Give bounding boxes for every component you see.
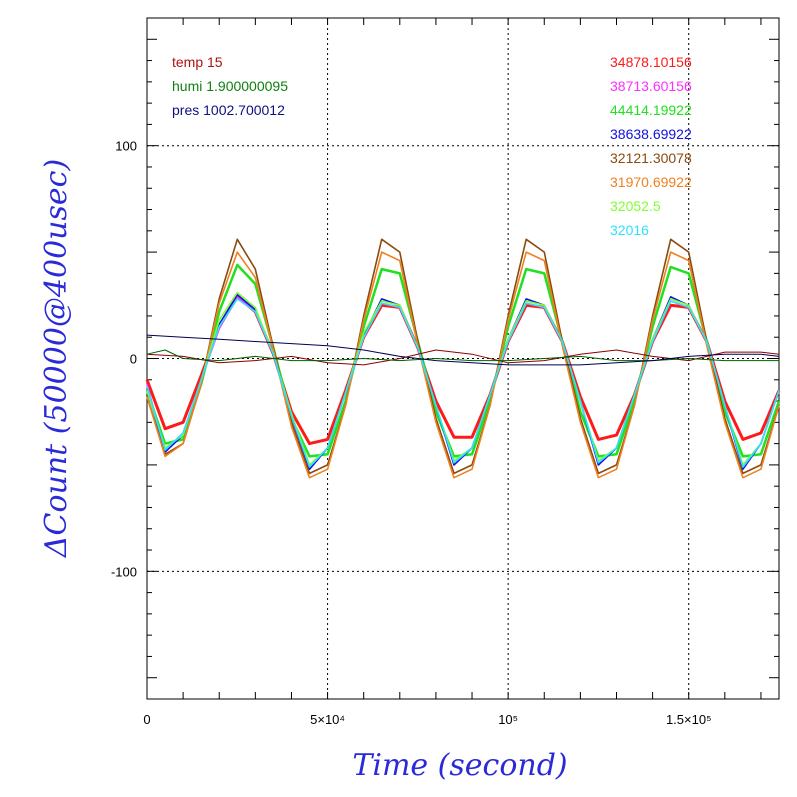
y-tick-label: 100 (115, 139, 137, 154)
y-tick-label: -100 (111, 564, 137, 579)
series-line (146, 334, 780, 366)
series-line (146, 349, 779, 362)
env-legend-item: humi 1.900000095 (172, 78, 288, 94)
series-legend-item: 32052.5 (610, 198, 661, 214)
x-tick-label: 10⁵ (498, 712, 518, 727)
series-group (145, 238, 781, 479)
series-legend-item: 34878.10156 (610, 54, 692, 70)
x-tick-label: 0 (143, 712, 150, 727)
series-legend-item: 38713.60156 (610, 78, 692, 94)
y-axis-title: ΔCount (50000@400usec) (39, 159, 74, 558)
series-legend: 34878.10156 38713.60156 44414.19922 38638.6… (610, 54, 692, 238)
env-legend: temp 15 humi 1.900000095 pres 1002.700012 (172, 54, 288, 118)
series-line (146, 293, 780, 471)
env-legend-item: temp 15 (172, 54, 223, 70)
tick-labels: 0 5×10⁴ 10⁵ 1.5×10⁵ -100 0 100 (111, 139, 712, 727)
series-line (146, 349, 780, 366)
series-legend-item: 38638.69922 (610, 126, 692, 142)
x-axis-title: Time (second) (352, 748, 567, 783)
env-legend-item: pres 1002.700012 (172, 102, 285, 118)
series-line (146, 251, 780, 479)
y-tick-label: 0 (130, 352, 137, 367)
series-legend-item: 32016 (610, 222, 649, 238)
series-line (146, 238, 780, 475)
x-tick-label: 1.5×10⁵ (666, 712, 712, 727)
series-legend-item: 31970.69922 (610, 174, 692, 190)
x-tick-label: 5×10⁴ (310, 712, 345, 727)
series-line (146, 291, 780, 466)
series-line (146, 298, 780, 468)
minor-ticks (147, 18, 779, 699)
series-legend-item: 44414.19922 (610, 102, 692, 118)
series-legend-item: 32121.30078 (610, 150, 692, 166)
